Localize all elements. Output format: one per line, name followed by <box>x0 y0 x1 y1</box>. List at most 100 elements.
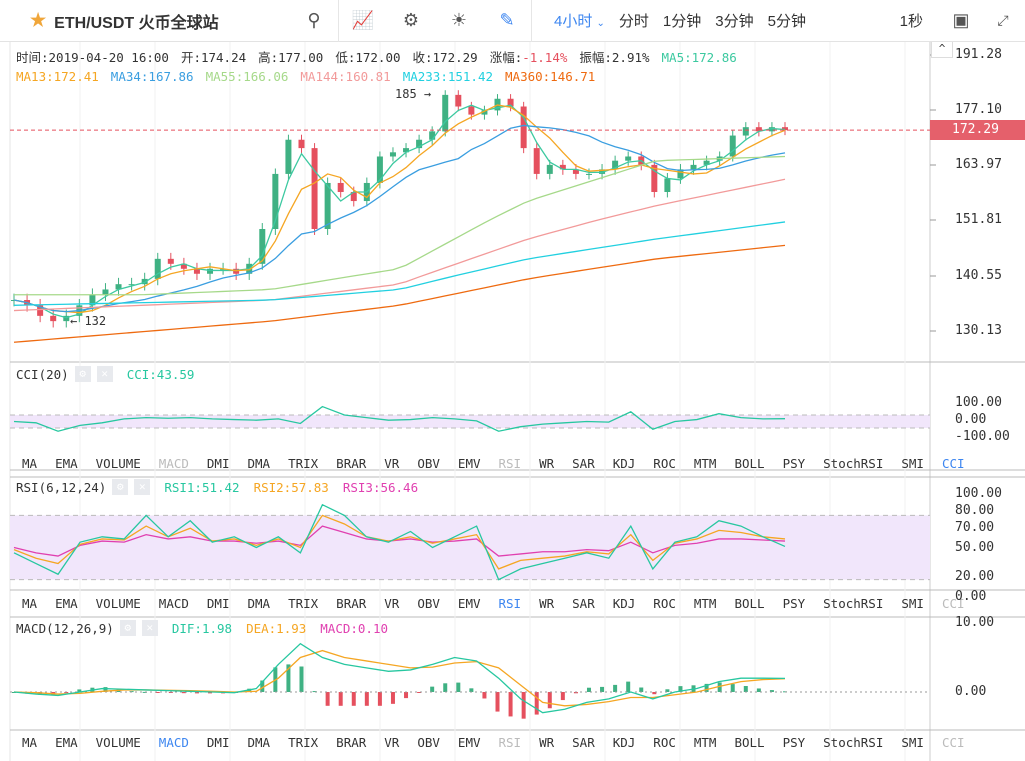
tab-roc[interactable]: ROC <box>653 455 676 471</box>
price-axis-label: 140.55 <box>955 268 1002 283</box>
tab-psy[interactable]: PSY <box>782 455 806 471</box>
tab-volume[interactable]: VOLUME <box>95 734 141 750</box>
star-icon[interactable]: ★ <box>30 10 47 30</box>
tab-dma[interactable]: DMA <box>247 455 271 471</box>
tab-boll[interactable]: BOLL <box>734 734 765 750</box>
tab-ma[interactable]: MA <box>22 595 38 611</box>
macd-bar <box>299 666 304 692</box>
period-1min[interactable]: 1分钟 <box>662 13 702 30</box>
tab-rsi[interactable]: RSI <box>498 734 522 750</box>
tab-smi[interactable]: SMI <box>901 455 924 471</box>
tab-mtm[interactable]: MTM <box>693 734 717 750</box>
tab-volume[interactable]: VOLUME <box>95 595 141 611</box>
tab-mtm[interactable]: MTM <box>693 595 717 611</box>
tab-ma[interactable]: MA <box>22 455 38 471</box>
tab-cci[interactable]: CCI <box>941 734 965 750</box>
tab-obv[interactable]: OBV <box>417 734 440 750</box>
tab-dmi[interactable]: DMI <box>206 455 230 471</box>
tab-boll[interactable]: BOLL <box>734 595 765 611</box>
price-axis-label: 191.28 <box>955 47 1002 62</box>
tab-dmi[interactable]: DMI <box>206 595 230 611</box>
close-icon[interactable]: ✕ <box>141 620 158 636</box>
tab-sar[interactable]: SAR <box>572 455 595 471</box>
tab-psy[interactable]: PSY <box>782 595 806 611</box>
tab-wr[interactable]: WR <box>539 455 555 471</box>
tab-macd[interactable]: MACD <box>158 455 189 471</box>
close-icon[interactable]: ✕ <box>96 366 113 382</box>
period-4h-dropdown[interactable]: 4小时 ⌄ <box>554 10 605 31</box>
refresh-interval[interactable]: 1秒 <box>899 13 923 30</box>
tab-stochrsi[interactable]: StochRSI <box>823 734 884 750</box>
indicator-chart-icon[interactable]: 📈 <box>351 10 375 30</box>
tab-brar[interactable]: BRAR <box>336 595 367 611</box>
fullscreen-icon[interactable]: ⤢ <box>997 12 1009 28</box>
indicator-tabs-cci: MA EMA VOLUME MACD DMI DMA TRIX BRAR VR OBV EMV RSI… <box>0 452 965 474</box>
camera-icon[interactable]: ▣ <box>952 10 970 30</box>
collapse-button[interactable]: ^ <box>931 42 953 58</box>
tab-brar[interactable]: BRAR <box>336 734 367 750</box>
tab-wr[interactable]: WR <box>539 595 555 611</box>
macd-bar <box>364 692 369 706</box>
tab-emv[interactable]: EMV <box>457 595 481 611</box>
rsi-value: RSI2:57.83 <box>253 479 329 495</box>
tab-psy[interactable]: PSY <box>782 734 806 750</box>
tab-kdj[interactable]: KDJ <box>612 455 636 471</box>
ma-value: MA360:146.71 <box>505 69 596 84</box>
candle <box>207 268 214 274</box>
tab-brar[interactable]: BRAR <box>336 455 367 471</box>
settings-icon[interactable]: ⚙ <box>112 479 129 495</box>
tab-trix[interactable]: TRIX <box>288 734 319 750</box>
period-timeline[interactable]: 分时 <box>618 13 649 30</box>
tab-rsi[interactable]: RSI <box>498 455 522 471</box>
tab-obv[interactable]: OBV <box>417 595 440 611</box>
tab-smi[interactable]: SMI <box>901 734 924 750</box>
tab-roc[interactable]: ROC <box>653 595 676 611</box>
tab-boll[interactable]: BOLL <box>734 455 765 471</box>
tab-ma[interactable]: MA <box>22 734 38 750</box>
tab-mtm[interactable]: MTM <box>693 455 717 471</box>
tab-trix[interactable]: TRIX <box>288 595 319 611</box>
tab-ema[interactable]: EMA <box>55 455 78 471</box>
period-5min[interactable]: 5分钟 <box>767 13 806 30</box>
sun-theme-icon[interactable]: ☀ <box>450 10 468 30</box>
tab-dmi[interactable]: DMI <box>206 734 230 750</box>
tab-cci[interactable]: CCI <box>941 595 965 611</box>
gear-icon[interactable]: ⚙ <box>402 10 420 30</box>
tab-vr[interactable]: VR <box>384 734 400 750</box>
tab-smi[interactable]: SMI <box>901 595 924 611</box>
macd-bar <box>521 692 526 719</box>
tab-sar[interactable]: SAR <box>572 734 595 750</box>
tab-ema[interactable]: EMA <box>55 734 78 750</box>
tab-dma[interactable]: DMA <box>247 734 271 750</box>
tab-kdj[interactable]: KDJ <box>612 734 636 750</box>
tab-kdj[interactable]: KDJ <box>612 595 636 611</box>
tab-roc[interactable]: ROC <box>653 734 676 750</box>
settings-icon[interactable]: ⚙ <box>74 366 91 382</box>
tab-stochrsi[interactable]: StochRSI <box>823 595 884 611</box>
tab-macd[interactable]: MACD <box>158 595 189 611</box>
tab-emv[interactable]: EMV <box>457 734 481 750</box>
tab-wr[interactable]: WR <box>539 734 555 750</box>
settings-icon[interactable]: ⚙ <box>119 620 136 636</box>
tab-emv[interactable]: EMV <box>457 455 481 471</box>
tab-ema[interactable]: EMA <box>55 595 78 611</box>
period-3min[interactable]: 3分钟 <box>715 13 754 30</box>
symbol-title[interactable]: ★ ETH/USDT 火币全球站 <box>0 9 290 33</box>
tab-dma[interactable]: DMA <box>247 595 271 611</box>
tab-volume[interactable]: VOLUME <box>95 455 141 471</box>
tab-trix[interactable]: TRIX <box>288 455 319 471</box>
tab-cci[interactable]: CCI <box>941 455 965 471</box>
tab-rsi[interactable]: RSI <box>498 595 522 611</box>
tab-vr[interactable]: VR <box>384 595 400 611</box>
tab-obv[interactable]: OBV <box>417 455 440 471</box>
tab-stochrsi[interactable]: StochRSI <box>823 455 884 471</box>
tab-sar[interactable]: SAR <box>572 595 595 611</box>
tab-vr[interactable]: VR <box>384 455 400 471</box>
close-icon[interactable]: ✕ <box>134 479 151 495</box>
tab-macd[interactable]: MACD <box>158 734 189 750</box>
search-icon[interactable]: ⚲ <box>307 10 321 30</box>
chart-canvas[interactable]: 185 → ← 132 <box>0 42 1025 761</box>
ohlc-info: 时间:2019-04-20 16:00 开:174.24 高:177.00 低:172… <box>16 47 749 66</box>
candle <box>141 278 148 285</box>
pencil-draw-icon[interactable]: ✎ <box>499 10 515 30</box>
